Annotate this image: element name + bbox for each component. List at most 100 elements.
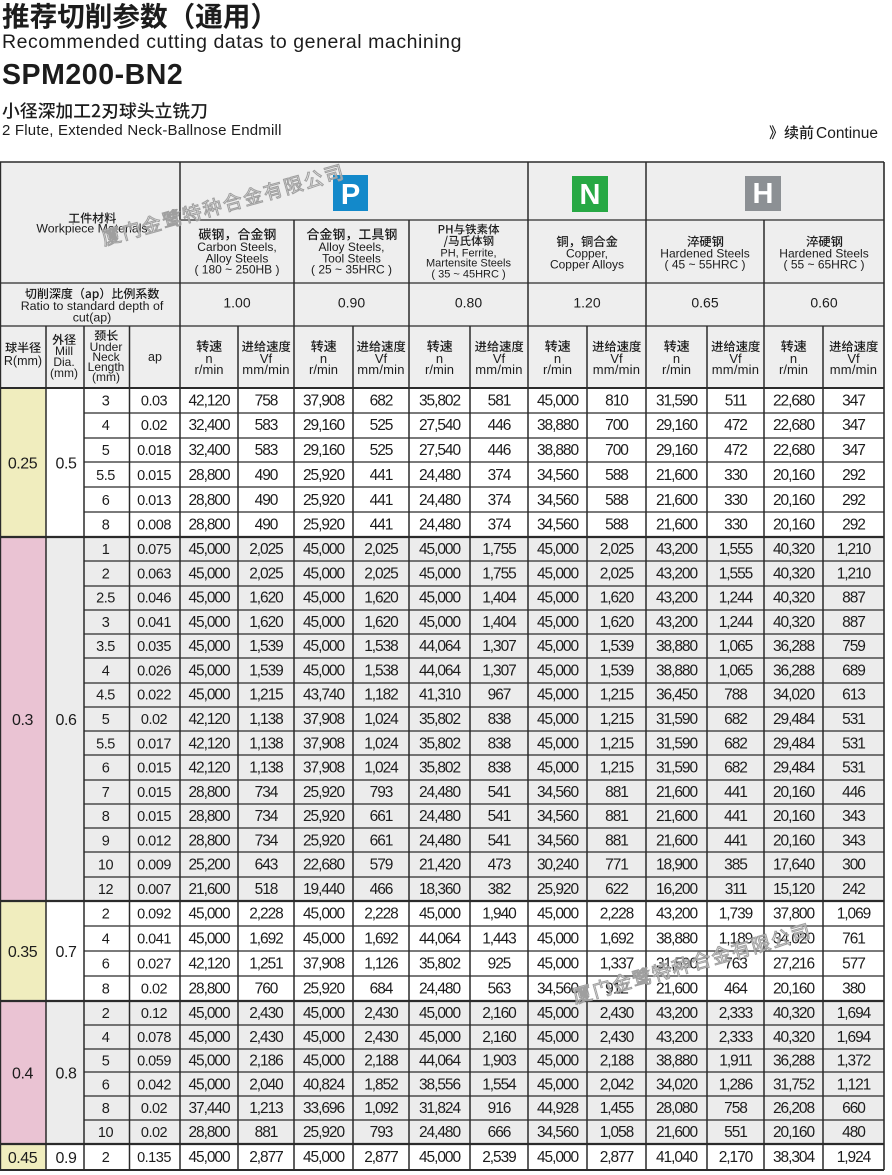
svg-text:21,600: 21,600 [656,517,699,534]
svg-text:2: 2 [102,907,110,923]
svg-text:n: n [436,351,443,366]
svg-text:541: 541 [488,832,511,849]
svg-text:20,160: 20,160 [773,981,816,998]
svg-text:0.12: 0.12 [141,1006,168,1022]
svg-text:760: 760 [255,981,279,998]
svg-text:300: 300 [842,857,866,874]
svg-text:20,160: 20,160 [773,832,816,849]
svg-text:0.026: 0.026 [137,664,171,680]
svg-text:3: 3 [102,393,110,409]
svg-text:29,160: 29,160 [656,442,699,459]
svg-text:45,000: 45,000 [188,1005,231,1022]
svg-text:43,200: 43,200 [656,1005,699,1022]
svg-text:2,025: 2,025 [600,541,634,558]
svg-text:44,064: 44,064 [419,663,462,680]
svg-text:4: 4 [102,418,110,434]
svg-text:mm/min: mm/min [830,362,877,377]
svg-text:n: n [320,351,327,366]
svg-text:45,000: 45,000 [537,735,580,752]
svg-text:0.02: 0.02 [141,1125,168,1141]
svg-text:2,430: 2,430 [249,1029,284,1046]
svg-text:2.5: 2.5 [96,591,115,607]
svg-text:43,200: 43,200 [656,565,699,582]
svg-text:29,160: 29,160 [656,417,699,434]
svg-text:H: H [753,178,774,210]
svg-text:700: 700 [605,442,629,459]
svg-text:1,539: 1,539 [249,638,283,655]
svg-text:45,000: 45,000 [537,590,580,607]
svg-text:2,160: 2,160 [482,1029,517,1046]
svg-text:1,210: 1,210 [837,565,872,582]
svg-text:2: 2 [102,1006,110,1022]
svg-text:916: 916 [488,1100,511,1117]
svg-text:2,877: 2,877 [249,1149,283,1166]
svg-text:2,333: 2,333 [719,1005,753,1022]
svg-text:700: 700 [605,417,629,434]
svg-text:45,000: 45,000 [188,931,231,948]
svg-text:20,160: 20,160 [773,808,816,825]
svg-text:441: 441 [724,808,747,825]
svg-text:18,900: 18,900 [656,857,699,874]
svg-text:1,555: 1,555 [719,541,753,558]
svg-text:472: 472 [724,442,747,459]
svg-text:( 25 ~ 35HRC ): ( 25 ~ 35HRC ) [311,263,392,277]
svg-text:r/min: r/min [662,362,691,377]
svg-text:3: 3 [102,615,110,631]
svg-text:45,000: 45,000 [537,1149,580,1166]
svg-text:2,539: 2,539 [482,1149,516,1166]
svg-text:2,430: 2,430 [600,1005,635,1022]
svg-text:43,200: 43,200 [656,614,699,631]
svg-text:788: 788 [724,687,747,704]
svg-text:45,000: 45,000 [188,541,231,558]
svg-text:511: 511 [725,392,747,409]
svg-text:21,600: 21,600 [656,1124,699,1141]
svg-text:28,800: 28,800 [188,467,231,484]
svg-text:1,126: 1,126 [364,956,398,973]
svg-text:45,000: 45,000 [303,906,346,923]
svg-text:292: 292 [842,467,865,484]
svg-text:30,240: 30,240 [537,857,580,874]
svg-text:n: n [554,351,561,366]
svg-text:35,802: 35,802 [419,392,461,409]
svg-text:PH, Ferrite,: PH, Ferrite, [440,248,496,260]
svg-text:40,824: 40,824 [303,1076,346,1093]
svg-text:32,400: 32,400 [188,442,231,459]
svg-text:P: P [341,179,360,211]
svg-text:25,920: 25,920 [303,492,346,509]
svg-text:45,000: 45,000 [537,931,580,948]
svg-text:525: 525 [370,442,393,459]
svg-text:347: 347 [842,417,865,434]
svg-text:22,680: 22,680 [773,417,816,434]
svg-text:45,000: 45,000 [419,590,462,607]
svg-text:37,908: 37,908 [303,392,345,409]
svg-text:N: N [580,179,601,211]
svg-text:37,908: 37,908 [303,711,345,728]
svg-text:464: 464 [724,981,748,998]
svg-text:1,065: 1,065 [719,638,753,655]
svg-text:4: 4 [102,1030,110,1046]
svg-text:0.063: 0.063 [137,566,171,582]
svg-text:967: 967 [488,687,511,704]
svg-text:25,920: 25,920 [303,981,346,998]
svg-text:0.8: 0.8 [56,1065,77,1082]
svg-text:1,554: 1,554 [482,1076,517,1093]
svg-text:1,694: 1,694 [837,1005,872,1022]
svg-text:446: 446 [488,417,511,434]
svg-text:1,244: 1,244 [719,614,754,631]
svg-text:1,138: 1,138 [249,711,283,728]
svg-text:45,000: 45,000 [188,663,231,680]
svg-text:34,560: 34,560 [537,784,580,801]
svg-text:35,802: 35,802 [419,735,461,752]
svg-text:1,092: 1,092 [364,1100,398,1117]
svg-text:28,800: 28,800 [188,517,231,534]
svg-text:24,480: 24,480 [419,1124,462,1141]
svg-text:24,480: 24,480 [419,784,462,801]
svg-text:Carbon Steels,: Carbon Steels, [197,240,276,254]
svg-text:1,215: 1,215 [249,687,283,704]
svg-text:2,430: 2,430 [249,1005,284,1022]
svg-text:838: 838 [488,760,511,777]
svg-text:20,160: 20,160 [773,492,816,509]
svg-text:0.046: 0.046 [137,591,171,607]
svg-text:1,555: 1,555 [719,565,753,582]
svg-text:27,540: 27,540 [419,417,462,434]
